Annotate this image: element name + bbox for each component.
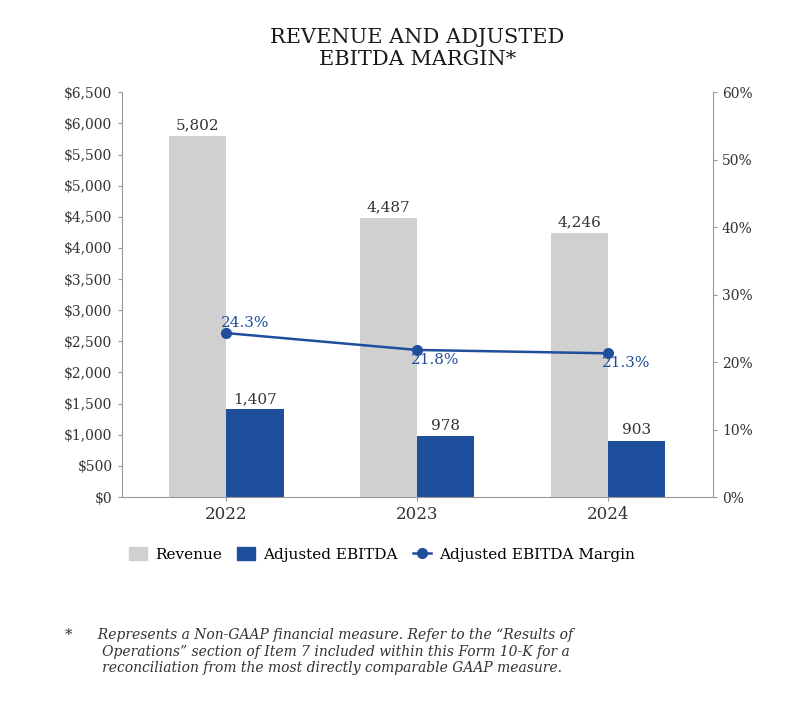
Text: Represents a Non-GAAP financial measure. Refer to the “Results of
   Operations”: Represents a Non-GAAP financial measure.…	[89, 628, 573, 674]
Bar	[227, 410, 284, 497]
Bar	[608, 441, 665, 497]
Text: 4,487: 4,487	[367, 200, 411, 214]
Text: 1,407: 1,407	[233, 392, 277, 406]
Text: 978: 978	[431, 419, 460, 432]
Bar	[360, 218, 417, 497]
Bar	[169, 136, 227, 497]
Bar	[551, 233, 608, 497]
Text: 5,802: 5,802	[176, 119, 220, 132]
Text: 24.3%: 24.3%	[220, 316, 269, 330]
Text: 903: 903	[622, 423, 651, 437]
Text: 21.3%: 21.3%	[602, 356, 650, 371]
Legend: Revenue, Adjusted EBITDA, Adjusted EBITDA Margin: Revenue, Adjusted EBITDA, Adjusted EBITD…	[122, 541, 641, 568]
Bar	[417, 436, 475, 497]
Text: 21.8%: 21.8%	[411, 353, 460, 367]
Title: REVENUE AND ADJUSTED
EBITDA MARGIN*: REVENUE AND ADJUSTED EBITDA MARGIN*	[270, 28, 565, 69]
Text: 4,246: 4,246	[557, 215, 601, 229]
Text: *: *	[65, 628, 72, 643]
